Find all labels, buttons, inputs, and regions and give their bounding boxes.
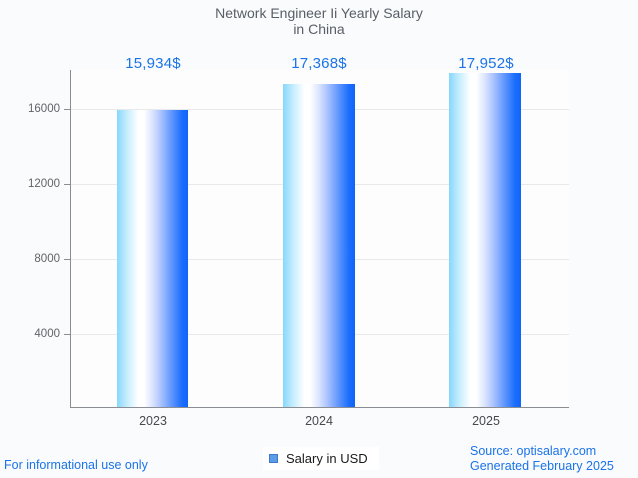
bar-value-label-2024: 17,368$ bbox=[291, 55, 347, 72]
bar-2023 bbox=[117, 110, 188, 407]
disclaimer-text: For informational use only bbox=[4, 458, 148, 472]
y-tick-4000 bbox=[64, 334, 70, 335]
legend[interactable]: Salary in USD bbox=[263, 447, 379, 470]
bar-value-label-2023: 15,934$ bbox=[125, 55, 181, 72]
y-axis-label-16000: 16000 bbox=[28, 103, 60, 115]
chart-title: Network Engineer Ii Yearly Salary in Chi… bbox=[0, 5, 638, 37]
y-tick-8000 bbox=[64, 259, 70, 260]
generated-date-text: Generated February 2025 bbox=[470, 459, 614, 473]
x-axis-line bbox=[70, 407, 569, 408]
y-axis-label-8000: 8000 bbox=[34, 253, 60, 265]
bar-value-label-2025: 17,952$ bbox=[458, 55, 514, 72]
x-axis-label-2024: 2024 bbox=[305, 414, 333, 428]
y-tick-16000 bbox=[64, 109, 70, 110]
legend-series-label: Salary in USD bbox=[286, 451, 368, 466]
legend-swatch-icon bbox=[269, 454, 278, 463]
y-tick-12000 bbox=[64, 184, 70, 185]
x-axis-label-2025: 2025 bbox=[472, 414, 500, 428]
chart-title-line1: Network Engineer Ii Yearly Salary bbox=[215, 5, 423, 21]
x-axis-label-2023: 2023 bbox=[139, 414, 167, 428]
bar-2024 bbox=[283, 84, 355, 407]
chart-title-line2: in China bbox=[293, 21, 345, 37]
source-link[interactable]: Source: optisalary.com bbox=[470, 444, 597, 458]
y-axis-label-12000: 12000 bbox=[28, 178, 60, 190]
y-axis-line bbox=[70, 70, 71, 408]
source-block: Source: optisalary.com Generated Februar… bbox=[470, 444, 614, 474]
bar-2025 bbox=[449, 73, 521, 407]
y-axis-label-4000: 4000 bbox=[34, 328, 60, 340]
